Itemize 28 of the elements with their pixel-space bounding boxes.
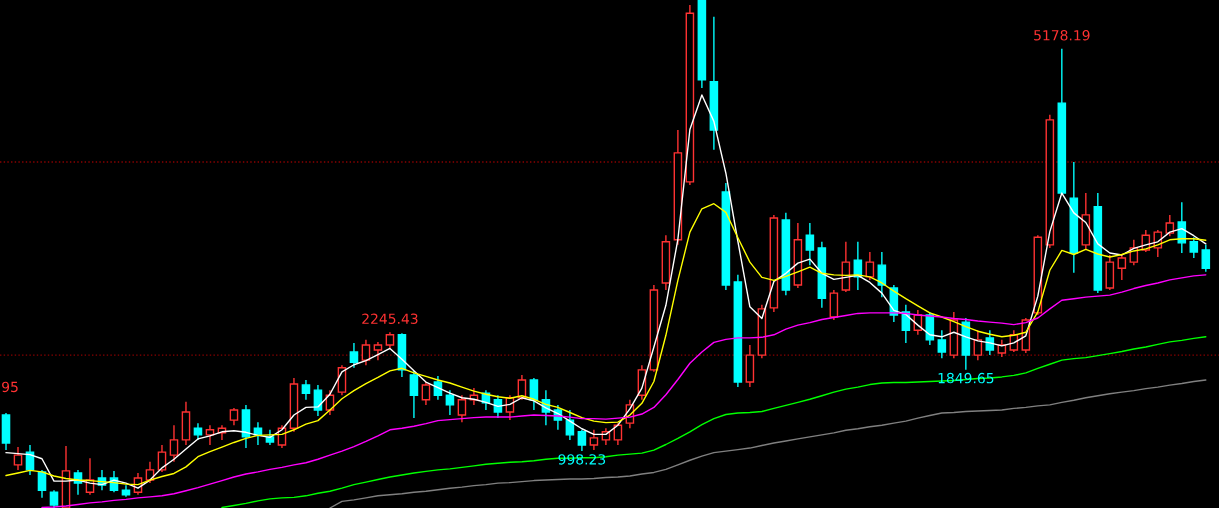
candlestick bbox=[817, 241, 827, 309]
annotation: 5178.19 bbox=[1034, 30, 1090, 41]
candlestick bbox=[445, 389, 455, 416]
annotation: 2245.43 bbox=[362, 313, 418, 324]
candlestick bbox=[745, 344, 755, 388]
candlestick bbox=[373, 341, 383, 361]
candlestick bbox=[301, 379, 311, 401]
candlestick bbox=[385, 331, 395, 349]
candlestick bbox=[733, 274, 743, 388]
candlestick bbox=[661, 234, 671, 291]
candlestick bbox=[865, 251, 875, 281]
candlestick bbox=[781, 212, 791, 296]
candlestick bbox=[877, 251, 887, 298]
candlestick bbox=[181, 401, 191, 446]
candlestick bbox=[1093, 192, 1103, 294]
candlestick bbox=[829, 289, 839, 321]
candlestick bbox=[589, 429, 599, 451]
candlestick bbox=[169, 424, 179, 463]
candlestick bbox=[205, 424, 215, 446]
candlestick bbox=[241, 404, 251, 449]
candlestick bbox=[805, 222, 815, 266]
candlestick bbox=[1045, 114, 1055, 249]
candlestick bbox=[769, 214, 779, 313]
candlestick bbox=[721, 182, 731, 291]
candlestick bbox=[937, 329, 947, 359]
annotation: 95 bbox=[2, 381, 18, 393]
candlestick bbox=[13, 446, 23, 471]
candlestick bbox=[361, 339, 371, 366]
